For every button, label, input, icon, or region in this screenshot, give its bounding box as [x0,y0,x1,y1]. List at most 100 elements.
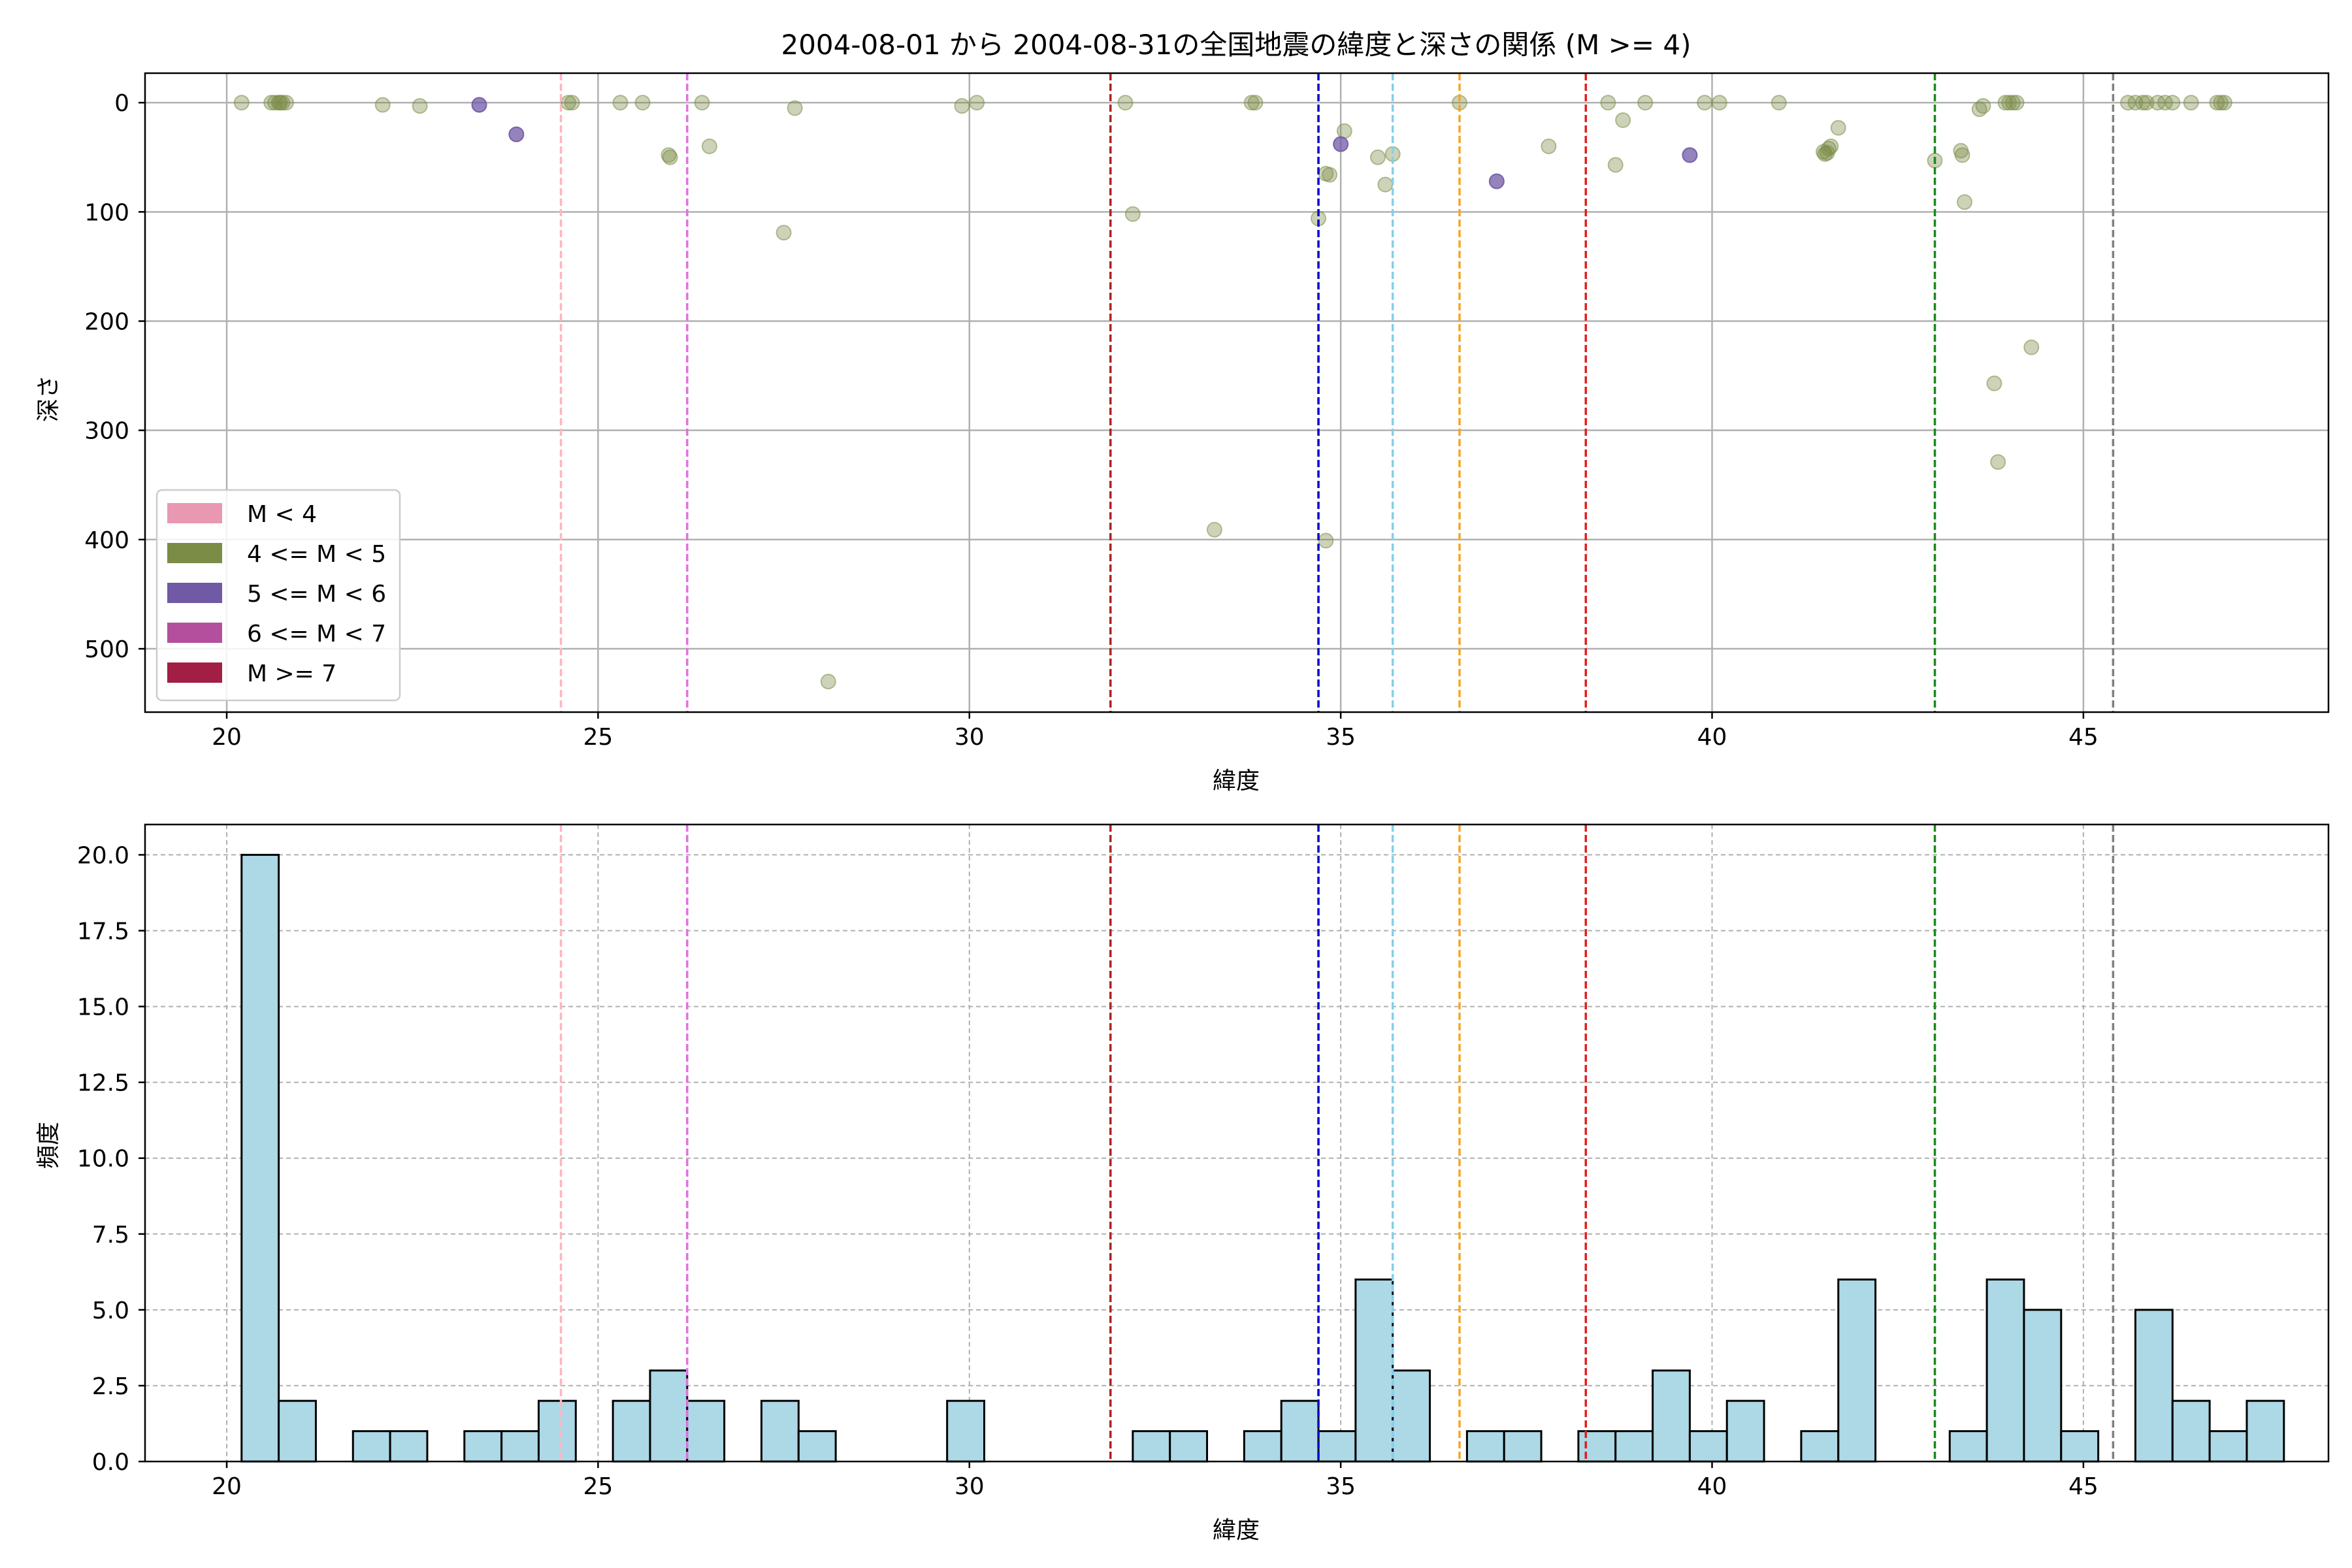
legend-label: 6 <= M < 7 [247,621,386,647]
histogram-bar [1577,1430,1617,1463]
histogram-bar [1392,1369,1431,1463]
histogram-bar [351,1430,391,1463]
legend-label: 4 <= M < 5 [247,541,386,568]
scatter-point [1682,147,1698,163]
histogram-ylabel: 頻度 [35,1122,62,1169]
scatter-point [2008,95,2025,111]
histogram-axes: 20 25 30 35 40 45 0.0 2.5 5.0 7.5 10.0 12.5 15.0 17.5… [77,823,2330,1500]
histogram-bar [1280,1399,1320,1463]
scatter-point [1336,123,1352,139]
scatter-point [2216,95,2232,111]
y-tick-label: 300 [84,418,129,445]
histogram-bar [1465,1430,1505,1463]
x-tick-label: 45 [2068,724,2099,751]
x-tick-label: 40 [1697,724,1727,751]
chart-title: 2004-08-01 から 2004-08-31の全国地震の緯度と深さの関係 (… [781,29,1691,61]
histogram-bar [1837,1278,1877,1463]
scatter-point [374,97,391,113]
y-tick-label: 100 [84,199,129,226]
scatter-point [233,95,250,111]
histogram-bar [1948,1430,1988,1463]
axes-frame [144,72,2330,713]
scatter-point [1318,532,1334,549]
scatter-point [274,95,291,111]
y-tick-label: 7.5 [92,1222,129,1249]
scatter-point [787,100,803,116]
histogram-bar [1243,1430,1282,1463]
scatter-point [1541,139,1557,155]
scatter-point [634,95,651,111]
histogram-bar [1688,1430,1728,1463]
histogram-bar [278,1399,317,1463]
scatter-point [564,95,580,111]
axes-frame [144,823,2330,1463]
scatter-point [1206,521,1222,538]
histogram-bar [240,853,280,1463]
histogram-bar [797,1430,837,1463]
scatter-point [1117,95,1134,111]
y-tick-label: 2.5 [92,1373,129,1400]
scatter-point [2164,95,2181,111]
scatter-point [701,139,717,155]
histogram-bar [649,1369,689,1463]
histogram-bar [1614,1430,1654,1463]
histogram-bar [2246,1399,2285,1463]
scatter-point [776,225,792,241]
legend-swatch [167,503,222,523]
scatter-point [1957,194,1972,210]
histogram-xlabel: 緯度 [1213,1517,1260,1544]
y-tick-label: 20.0 [77,842,129,869]
scatter-point [1124,206,1141,222]
legend-swatch [167,583,222,603]
scatter-point [1369,149,1386,165]
scatter-point [1711,95,1727,111]
scatter-point [412,98,428,114]
histogram-bar [2023,1309,2063,1463]
legend [155,489,401,702]
scatter-point [1607,157,1624,173]
scatter-point [560,95,576,111]
histogram-bar [2134,1309,2174,1463]
legend-label: M >= 7 [247,661,336,687]
scatter-point [1820,140,1837,157]
scatter-point [954,98,970,114]
histogram-bar [760,1399,800,1463]
histogram-bar [1652,1369,1691,1463]
histogram-bar [463,1430,503,1463]
scatter-point [1986,375,2002,391]
scatter-point [2183,95,2199,111]
y-tick-label: 5.0 [92,1298,129,1324]
scatter-point [662,149,678,165]
histogram-bar [389,1430,429,1463]
scatter-point [694,95,710,111]
legend-label: 5 <= M < 6 [247,581,386,608]
scatter-point [969,95,985,111]
scatter-point [1771,95,1787,111]
legend-swatch [167,543,222,563]
scatter-point [1600,95,1616,111]
scatter-point [1954,147,1970,163]
scatter-point [1830,120,1846,136]
y-tick-label: 10.0 [77,1146,129,1173]
x-tick-label: 20 [212,1473,242,1500]
scatter-point [1247,95,1264,111]
scatter-point [1637,95,1654,111]
x-tick-label: 30 [955,724,985,751]
histogram-bar [1354,1278,1394,1463]
histogram-bar [612,1399,651,1463]
scatter-point [2023,339,2040,355]
scatter-point [820,674,836,690]
histogram-bar [1985,1278,2025,1463]
x-tick-label: 35 [1326,724,1356,751]
scatter-point [1243,95,1260,111]
histogram-bar [2171,1399,2211,1463]
histogram-bar [1503,1430,1543,1463]
scatter-point [1488,173,1505,189]
scatter-axes: 20 25 30 35 40 45 0 100 200 300 400 500 M < 4 4 <= M … [84,72,2330,751]
scatter-point [471,97,487,113]
scatter-point [1697,95,1713,111]
x-tick-label: 45 [2068,1473,2099,1500]
scatter-point [1333,136,1349,152]
histogram-bar [1800,1430,1840,1463]
histogram-bar [2208,1430,2248,1463]
